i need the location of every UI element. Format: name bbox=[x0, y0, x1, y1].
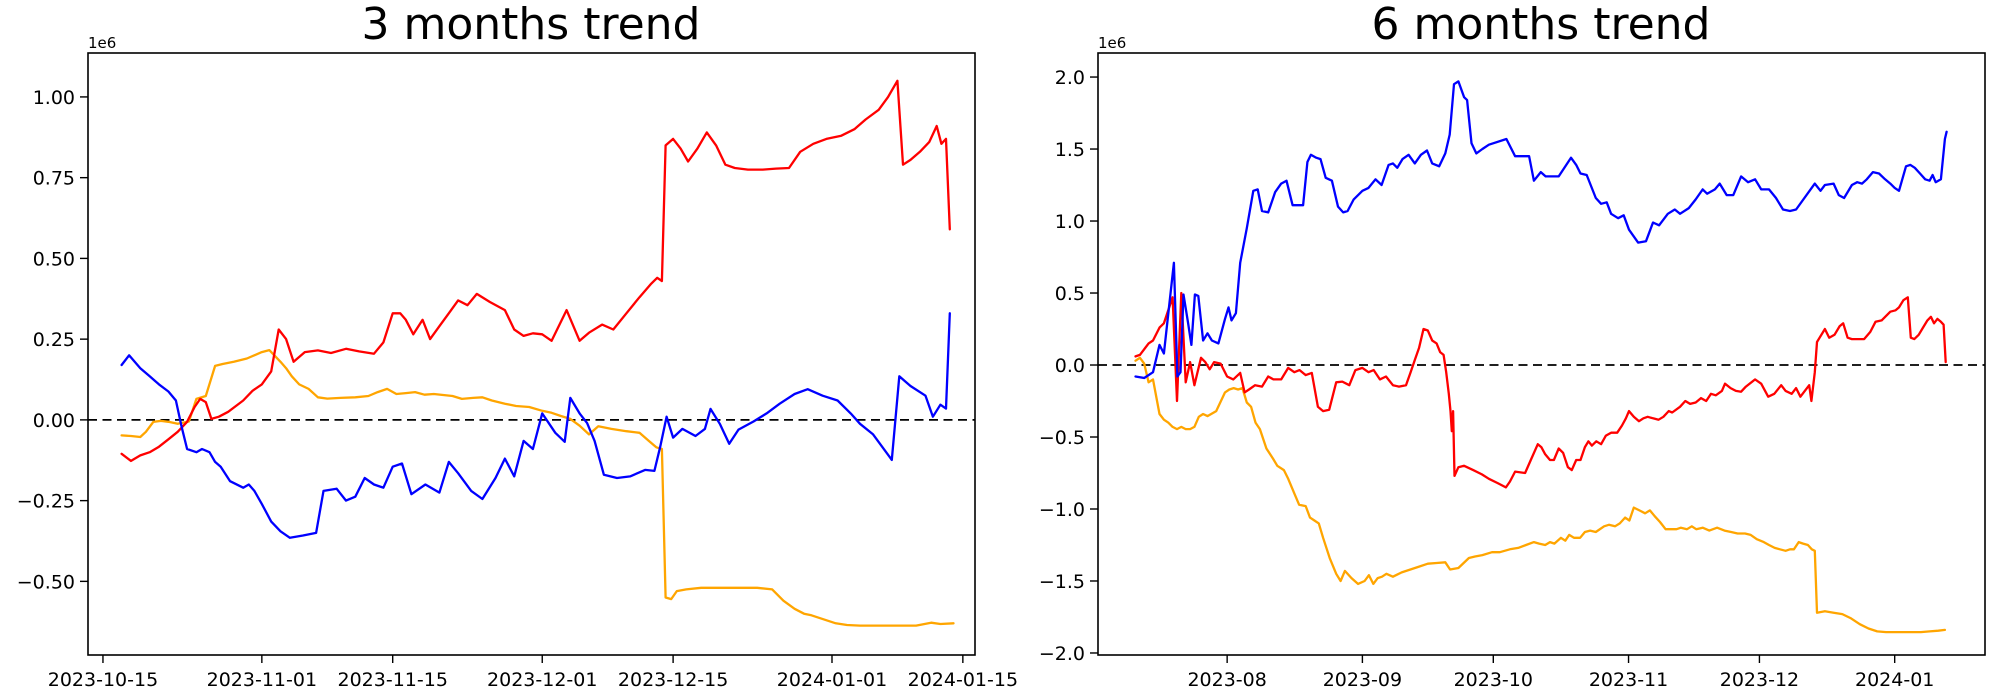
y-tick-label: 1.5 bbox=[1055, 139, 1085, 161]
y-tick-label: −0.50 bbox=[17, 571, 75, 593]
chart-title-6-months: 6 months trend bbox=[1371, 0, 1711, 50]
plot-border bbox=[1097, 52, 1986, 656]
red-series-line bbox=[1134, 291, 1947, 489]
red-series-line bbox=[120, 79, 951, 463]
y-tick-label: 0.00 bbox=[33, 410, 75, 432]
y-tick-label: 0.5 bbox=[1055, 283, 1085, 305]
x-tick-label: 2023-11-01 bbox=[207, 669, 317, 691]
x-tick-label: 2023-09 bbox=[1323, 669, 1402, 691]
blue-series-line bbox=[1134, 80, 1948, 380]
y-tick-label: 0.50 bbox=[33, 248, 75, 270]
y-tick-label: 0.25 bbox=[33, 329, 75, 351]
plot-border bbox=[87, 52, 976, 656]
x-tick-label: 2024-01-15 bbox=[908, 669, 1018, 691]
x-tick-label: 2023-08 bbox=[1187, 669, 1266, 691]
y-tick-label: −2.0 bbox=[1039, 643, 1085, 665]
y-axis-offset-label-right: 1e6 bbox=[1098, 34, 1127, 52]
y-axis-offset-label-left: 1e6 bbox=[88, 34, 117, 52]
x-tick-label: 2023-11 bbox=[1589, 669, 1668, 691]
x-tick-label: 2023-12 bbox=[1720, 669, 1799, 691]
chart-title-3-months: 3 months trend bbox=[361, 0, 701, 50]
x-tick-label: 2024-01-01 bbox=[777, 669, 887, 691]
orange-series-line bbox=[1134, 356, 1947, 634]
y-tick-label: 1.00 bbox=[33, 87, 75, 109]
y-tick-label: 1.0 bbox=[1055, 211, 1085, 233]
y-tick-label: −0.5 bbox=[1039, 427, 1085, 449]
x-tick-label: 2023-10 bbox=[1454, 669, 1533, 691]
y-tick-label: −0.25 bbox=[17, 491, 75, 513]
x-tick-label: 2024-01 bbox=[1855, 669, 1934, 691]
x-tick-label: 2023-12-15 bbox=[618, 669, 728, 691]
y-tick-label: −1.0 bbox=[1039, 499, 1085, 521]
y-tick-label: 2.0 bbox=[1055, 67, 1085, 89]
y-tick-label: 0.75 bbox=[33, 168, 75, 190]
x-tick-label: 2023-12-01 bbox=[487, 669, 597, 691]
x-tick-label: 2023-11-15 bbox=[337, 669, 447, 691]
blue-series-line bbox=[120, 312, 951, 539]
orange-series-line bbox=[120, 348, 955, 627]
y-tick-label: 0.0 bbox=[1055, 355, 1085, 377]
x-tick-label: 2023-10-15 bbox=[48, 669, 158, 691]
y-tick-label: −1.5 bbox=[1039, 571, 1085, 593]
